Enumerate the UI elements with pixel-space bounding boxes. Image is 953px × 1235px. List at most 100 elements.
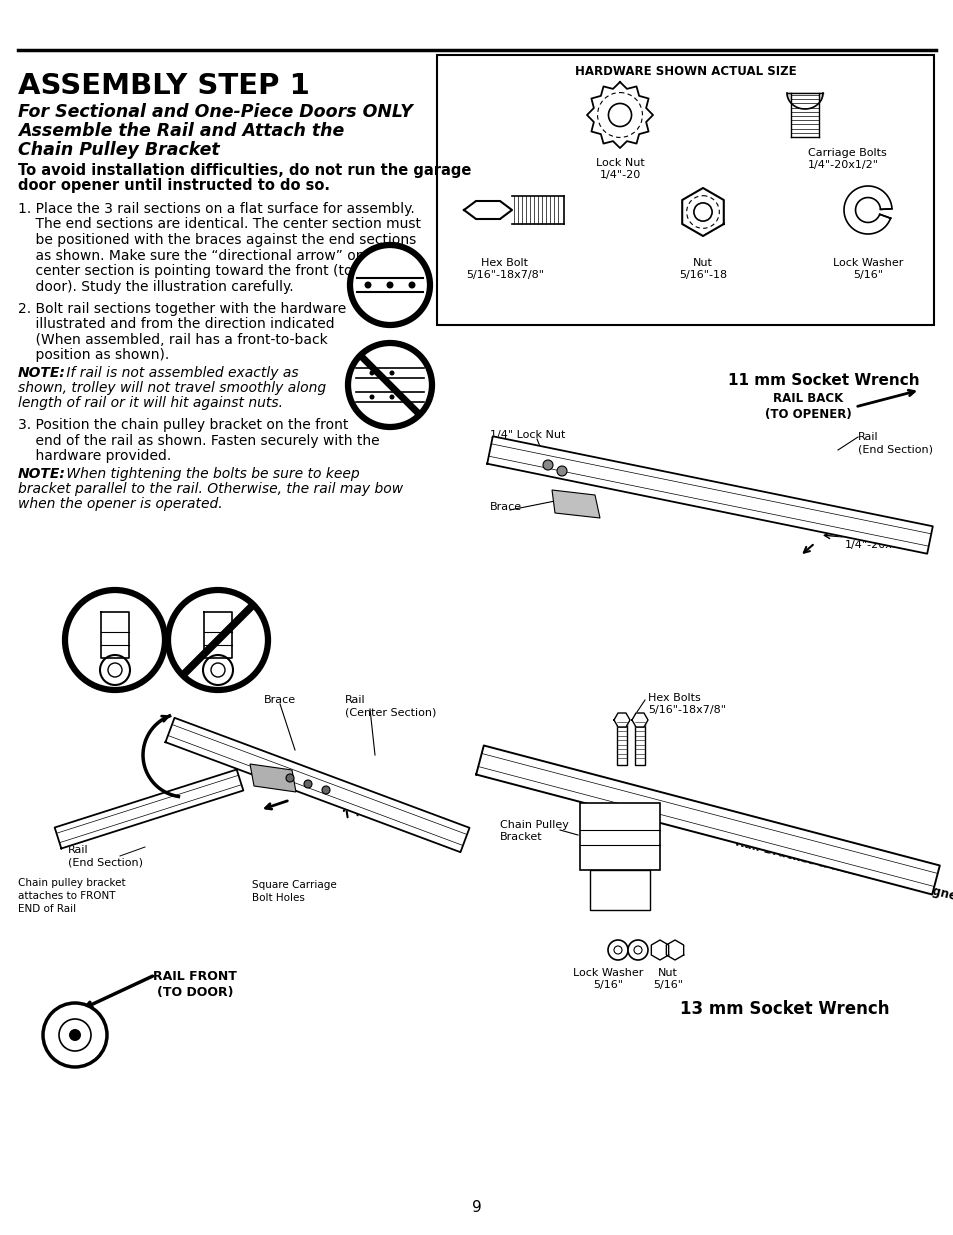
Polygon shape: [101, 613, 129, 658]
Text: RAIL BACK
(TO OPENER): RAIL BACK (TO OPENER): [763, 391, 850, 421]
Circle shape: [608, 104, 631, 126]
Circle shape: [627, 940, 647, 960]
Text: To avoid installation difficulties, do not run the garage: To avoid installation difficulties, do n…: [18, 163, 471, 178]
Text: hardware provided.: hardware provided.: [18, 450, 172, 463]
Polygon shape: [681, 188, 723, 236]
Polygon shape: [589, 869, 649, 910]
Polygon shape: [476, 746, 939, 894]
Polygon shape: [512, 196, 563, 224]
Text: For Sectional and One-Piece Doors ONLY: For Sectional and One-Piece Doors ONLY: [18, 103, 413, 121]
Text: Nut
5/16"-18: Nut 5/16"-18: [679, 258, 726, 280]
Circle shape: [369, 394, 375, 399]
Text: 3. Position the chain pulley bracket on the front: 3. Position the chain pulley bracket on …: [18, 417, 348, 432]
Polygon shape: [579, 803, 659, 869]
Circle shape: [389, 370, 395, 375]
Circle shape: [607, 940, 627, 960]
Text: when the opener is operated.: when the opener is operated.: [18, 496, 222, 511]
Text: 1. Place the 3 rail sections on a flat surface for assembly.: 1. Place the 3 rail sections on a flat s…: [18, 203, 415, 216]
Text: Carriage Bolt
1/4"-20x1/2": Carriage Bolt 1/4"-20x1/2": [844, 529, 917, 551]
Text: 2. Bolt rail sections together with the hardware: 2. Bolt rail sections together with the …: [18, 303, 346, 316]
Circle shape: [168, 590, 268, 690]
Text: Rail Bracket & Rail Must Be Aligned: Rail Bracket & Rail Must Be Aligned: [733, 835, 953, 905]
Text: Rail
(End Section): Rail (End Section): [857, 432, 932, 454]
Text: position as shown).: position as shown).: [18, 348, 169, 363]
Text: Nut
5/16": Nut 5/16": [652, 968, 682, 990]
Polygon shape: [54, 769, 243, 848]
Polygon shape: [786, 93, 822, 109]
Circle shape: [286, 774, 294, 782]
Polygon shape: [586, 82, 652, 148]
Polygon shape: [631, 713, 647, 727]
Text: center section is pointing toward the front (to: center section is pointing toward the fr…: [18, 264, 352, 278]
Text: When tightening the bolts be sure to keep: When tightening the bolts be sure to kee…: [62, 467, 359, 480]
Polygon shape: [665, 940, 683, 960]
Circle shape: [693, 203, 711, 221]
Text: length of rail or it will hit against nuts.: length of rail or it will hit against nu…: [18, 396, 283, 410]
Text: NOTE:: NOTE:: [18, 366, 66, 380]
Polygon shape: [487, 436, 932, 553]
Text: NOTE:: NOTE:: [18, 467, 66, 480]
Polygon shape: [614, 713, 629, 727]
Text: Chain Pulley Bracket: Chain Pulley Bracket: [18, 141, 219, 159]
Polygon shape: [463, 201, 512, 219]
Circle shape: [43, 1003, 107, 1067]
Text: Square Carriage
Bolt Holes: Square Carriage Bolt Holes: [252, 881, 336, 903]
Text: Lock Washer
5/16": Lock Washer 5/16": [572, 968, 642, 990]
Circle shape: [557, 466, 566, 475]
Text: Chain pulley bracket
attaches to FRONT
END of Rail: Chain pulley bracket attaches to FRONT E…: [18, 878, 126, 914]
Polygon shape: [790, 93, 818, 137]
Text: 1/4" Lock Nut: 1/4" Lock Nut: [490, 430, 565, 440]
Polygon shape: [355, 368, 424, 378]
Circle shape: [348, 343, 432, 427]
Text: Hex Bolt
5/16"-18x7/8": Hex Bolt 5/16"-18x7/8": [465, 258, 543, 280]
Polygon shape: [356, 278, 422, 291]
Text: as shown. Make sure the “directional arrow” on the: as shown. Make sure the “directional arr…: [18, 248, 392, 263]
Text: HARDWARE SHOWN ACTUAL SIZE: HARDWARE SHOWN ACTUAL SIZE: [574, 65, 796, 78]
Text: Lock Washer
5/16": Lock Washer 5/16": [832, 258, 902, 280]
Text: Chain Pulley
Bracket: Chain Pulley Bracket: [499, 820, 568, 842]
Text: 9: 9: [472, 1200, 481, 1215]
Circle shape: [369, 370, 375, 375]
Text: Assemble the Rail and Attach the: Assemble the Rail and Attach the: [18, 122, 344, 140]
Circle shape: [389, 394, 395, 399]
Circle shape: [364, 282, 371, 289]
Circle shape: [304, 781, 312, 788]
Circle shape: [69, 1029, 81, 1041]
Text: be positioned with the braces against the end sections: be positioned with the braces against th…: [18, 233, 416, 247]
Text: illustrated and from the direction indicated: illustrated and from the direction indic…: [18, 317, 335, 331]
Polygon shape: [617, 720, 626, 764]
Polygon shape: [250, 764, 295, 792]
Text: Carriage Bolts
1/4"-20x1/2": Carriage Bolts 1/4"-20x1/2": [807, 148, 886, 170]
Circle shape: [408, 282, 416, 289]
Text: ASSEMBLY STEP 1: ASSEMBLY STEP 1: [18, 72, 310, 100]
Text: Rail
(End Section): Rail (End Section): [68, 845, 143, 867]
Circle shape: [322, 785, 330, 794]
Polygon shape: [843, 186, 891, 233]
Text: door). Study the illustration carefully.: door). Study the illustration carefully.: [18, 279, 294, 294]
Text: bracket parallel to the rail. Otherwise, the rail may bow: bracket parallel to the rail. Otherwise,…: [18, 482, 403, 496]
Polygon shape: [355, 391, 424, 403]
Circle shape: [614, 946, 621, 953]
Bar: [436, 56, 933, 325]
Text: The end sections are identical. The center section must: The end sections are identical. The cent…: [18, 217, 420, 231]
Text: Lock Nut
1/4"-20: Lock Nut 1/4"-20: [595, 158, 643, 180]
Polygon shape: [552, 490, 599, 517]
Circle shape: [386, 282, 393, 289]
Circle shape: [634, 946, 641, 953]
Polygon shape: [635, 720, 644, 764]
Text: 13 mm Socket Wrench: 13 mm Socket Wrench: [679, 1000, 889, 1018]
Circle shape: [350, 245, 430, 325]
Circle shape: [65, 590, 165, 690]
Text: 11 mm Socket Wrench: 11 mm Socket Wrench: [727, 373, 919, 388]
Text: door opener until instructed to do so.: door opener until instructed to do so.: [18, 178, 330, 193]
Text: Rail
(Center Section): Rail (Center Section): [345, 695, 436, 718]
Polygon shape: [651, 940, 668, 960]
Text: Brace: Brace: [264, 695, 295, 705]
Text: shown, trolley will not travel smoothly along: shown, trolley will not travel smoothly …: [18, 382, 326, 395]
Polygon shape: [204, 613, 232, 658]
Text: RAIL FRONT
(TO DOOR): RAIL FRONT (TO DOOR): [152, 969, 236, 999]
Text: end of the rail as shown. Fasten securely with the: end of the rail as shown. Fasten securel…: [18, 433, 379, 447]
Text: Hex Bolts
5/16"-18x7/8": Hex Bolts 5/16"-18x7/8": [647, 693, 725, 715]
Text: If rail is not assembled exactly as: If rail is not assembled exactly as: [62, 366, 298, 380]
Circle shape: [542, 459, 553, 471]
